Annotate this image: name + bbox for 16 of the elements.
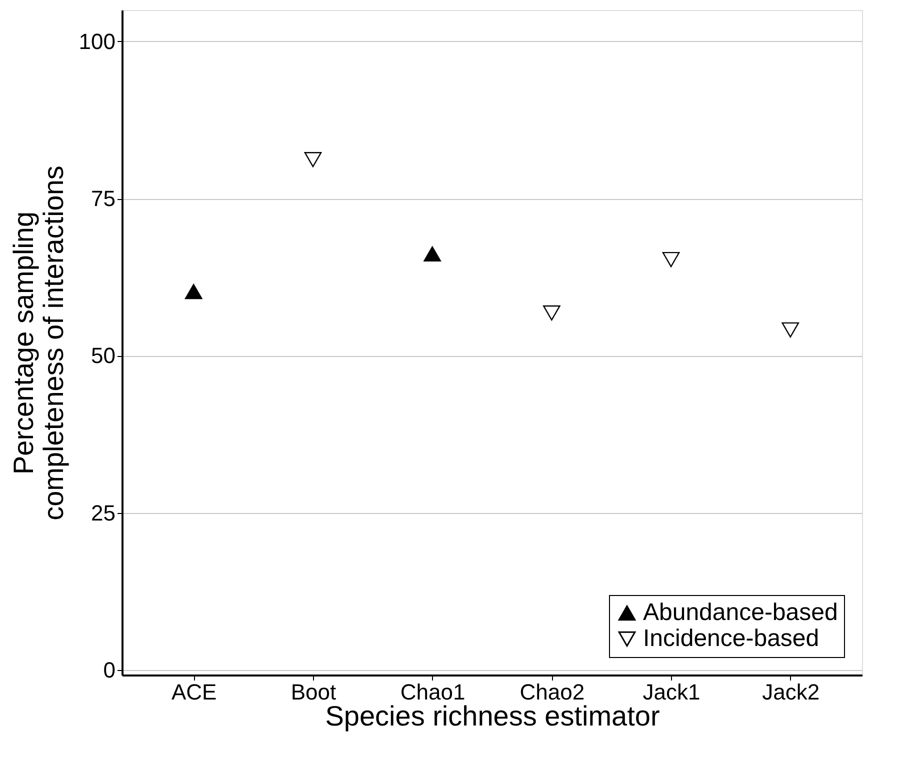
point bbox=[782, 322, 800, 338]
x-tick-label: ACE bbox=[171, 680, 217, 704]
point bbox=[543, 305, 560, 321]
y-tick-label: 75 bbox=[91, 186, 116, 212]
y-tick-label: 50 bbox=[91, 343, 116, 368]
point bbox=[424, 246, 441, 262]
y-axis-title: Percentage sampling completeness of interactions bbox=[8, 166, 69, 520]
legend-label: Incidence-based bbox=[643, 625, 820, 652]
x-tick-label: Jack2 bbox=[762, 680, 820, 704]
y-tick-label: 100 bbox=[78, 28, 116, 54]
legend-label: Abundance-based bbox=[643, 599, 838, 626]
point bbox=[304, 152, 322, 168]
y-tick-label: 0 bbox=[103, 657, 116, 682]
point bbox=[184, 284, 202, 300]
point bbox=[662, 252, 680, 268]
y-tick-label: 25 bbox=[91, 500, 116, 526]
